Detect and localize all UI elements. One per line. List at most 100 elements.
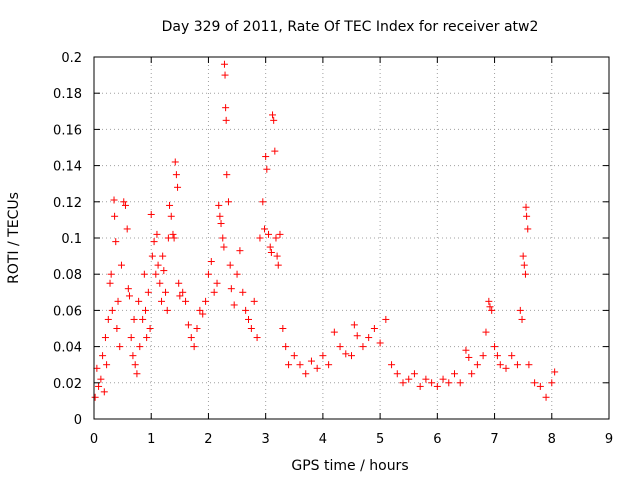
data-point <box>524 225 532 233</box>
data-point <box>239 288 247 296</box>
x-tick-label: 1 <box>147 432 155 447</box>
data-point <box>142 306 149 314</box>
data-point <box>525 361 533 369</box>
data-point <box>370 325 378 332</box>
data-point <box>154 261 162 269</box>
data-point <box>204 270 212 278</box>
data-point <box>451 370 458 378</box>
data-point <box>439 375 447 383</box>
data-point <box>416 382 424 390</box>
data-point <box>336 343 344 351</box>
data-point <box>146 325 154 332</box>
data-point <box>359 343 367 351</box>
data-point <box>219 234 227 242</box>
data-point <box>169 230 177 238</box>
data-point <box>267 248 275 256</box>
x-tick-label: 5 <box>376 432 384 447</box>
data-point <box>376 339 384 347</box>
y-tick-label: 0.18 <box>53 87 82 102</box>
data-point <box>262 153 270 161</box>
y-tick-label: 0.02 <box>53 377 82 392</box>
data-point <box>486 303 494 311</box>
data-point <box>97 375 105 383</box>
data-point <box>270 116 278 124</box>
data-point <box>163 306 171 314</box>
y-tick-label: 0.04 <box>53 341 82 356</box>
data-point <box>230 301 238 309</box>
data-point <box>223 171 231 179</box>
data-point <box>116 343 124 351</box>
data-point <box>342 350 350 358</box>
data-point <box>513 361 521 369</box>
data-point <box>175 279 183 287</box>
data-point <box>274 261 282 269</box>
data-point <box>365 334 373 342</box>
data-point <box>350 321 358 329</box>
data-point <box>473 361 481 369</box>
data-point <box>245 315 252 323</box>
data-point <box>282 343 290 351</box>
data-point <box>120 198 128 206</box>
data-point <box>170 234 178 242</box>
data-point <box>153 230 161 238</box>
data-point <box>488 306 496 314</box>
x-tick-label: 4 <box>319 432 327 447</box>
data-point <box>95 382 103 390</box>
data-point <box>542 393 550 401</box>
data-point <box>104 315 112 323</box>
data-point <box>147 210 155 218</box>
data-point <box>353 332 361 340</box>
data-point <box>172 171 180 179</box>
data-point <box>222 116 230 124</box>
y-tick-label: 0.2 <box>61 51 82 66</box>
data-point <box>124 285 132 293</box>
data-point <box>508 352 516 360</box>
data-point <box>144 288 152 296</box>
y-tick-label: 0.14 <box>53 160 82 175</box>
data-point <box>405 375 413 383</box>
data-point <box>207 258 215 266</box>
data-points <box>91 60 559 401</box>
data-point <box>221 71 229 79</box>
data-point <box>91 393 99 401</box>
data-point <box>279 325 287 332</box>
data-point <box>302 370 310 378</box>
y-tick-label: 0.08 <box>53 268 82 283</box>
data-point <box>184 321 192 329</box>
x-tick-label: 6 <box>433 432 441 447</box>
data-point <box>182 297 190 305</box>
data-point <box>256 234 264 242</box>
data-point <box>399 379 407 387</box>
data-point <box>325 361 333 369</box>
data-point <box>107 270 115 278</box>
data-point <box>428 379 436 387</box>
data-point <box>108 306 116 314</box>
data-point <box>130 315 138 323</box>
x-tick-label: 8 <box>548 432 556 447</box>
data-point <box>158 297 166 305</box>
data-point <box>523 212 531 220</box>
data-point <box>220 60 228 68</box>
y-tick-label: 0.06 <box>53 304 82 319</box>
grid-lines <box>94 57 609 419</box>
data-point <box>276 230 284 238</box>
data-point <box>273 252 281 260</box>
data-point <box>133 370 141 378</box>
data-point <box>140 270 148 278</box>
data-point <box>162 288 170 296</box>
data-point <box>271 147 279 155</box>
data-point <box>125 292 133 300</box>
data-point <box>313 364 321 372</box>
data-point <box>330 328 338 336</box>
data-point <box>433 382 441 390</box>
data-point <box>531 379 539 387</box>
data-point <box>456 379 464 387</box>
data-point <box>319 352 327 360</box>
x-tick-label: 7 <box>490 432 498 447</box>
data-point <box>187 334 195 342</box>
data-point <box>152 270 160 278</box>
data-point <box>215 201 223 209</box>
data-point <box>233 270 241 278</box>
x-tick-label: 3 <box>262 432 270 447</box>
